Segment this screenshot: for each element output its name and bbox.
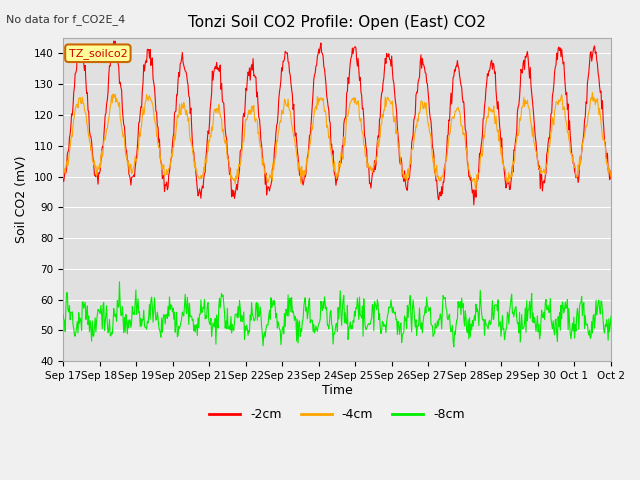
Text: No data for f_CO2E_4: No data for f_CO2E_4 — [6, 14, 125, 25]
X-axis label: Time: Time — [322, 384, 353, 396]
Y-axis label: Soil CO2 (mV): Soil CO2 (mV) — [15, 156, 28, 243]
Title: Tonzi Soil CO2 Profile: Open (East) CO2: Tonzi Soil CO2 Profile: Open (East) CO2 — [188, 15, 486, 30]
Legend: -2cm, -4cm, -8cm: -2cm, -4cm, -8cm — [204, 403, 470, 426]
Text: TZ_soilco2: TZ_soilco2 — [68, 48, 127, 59]
